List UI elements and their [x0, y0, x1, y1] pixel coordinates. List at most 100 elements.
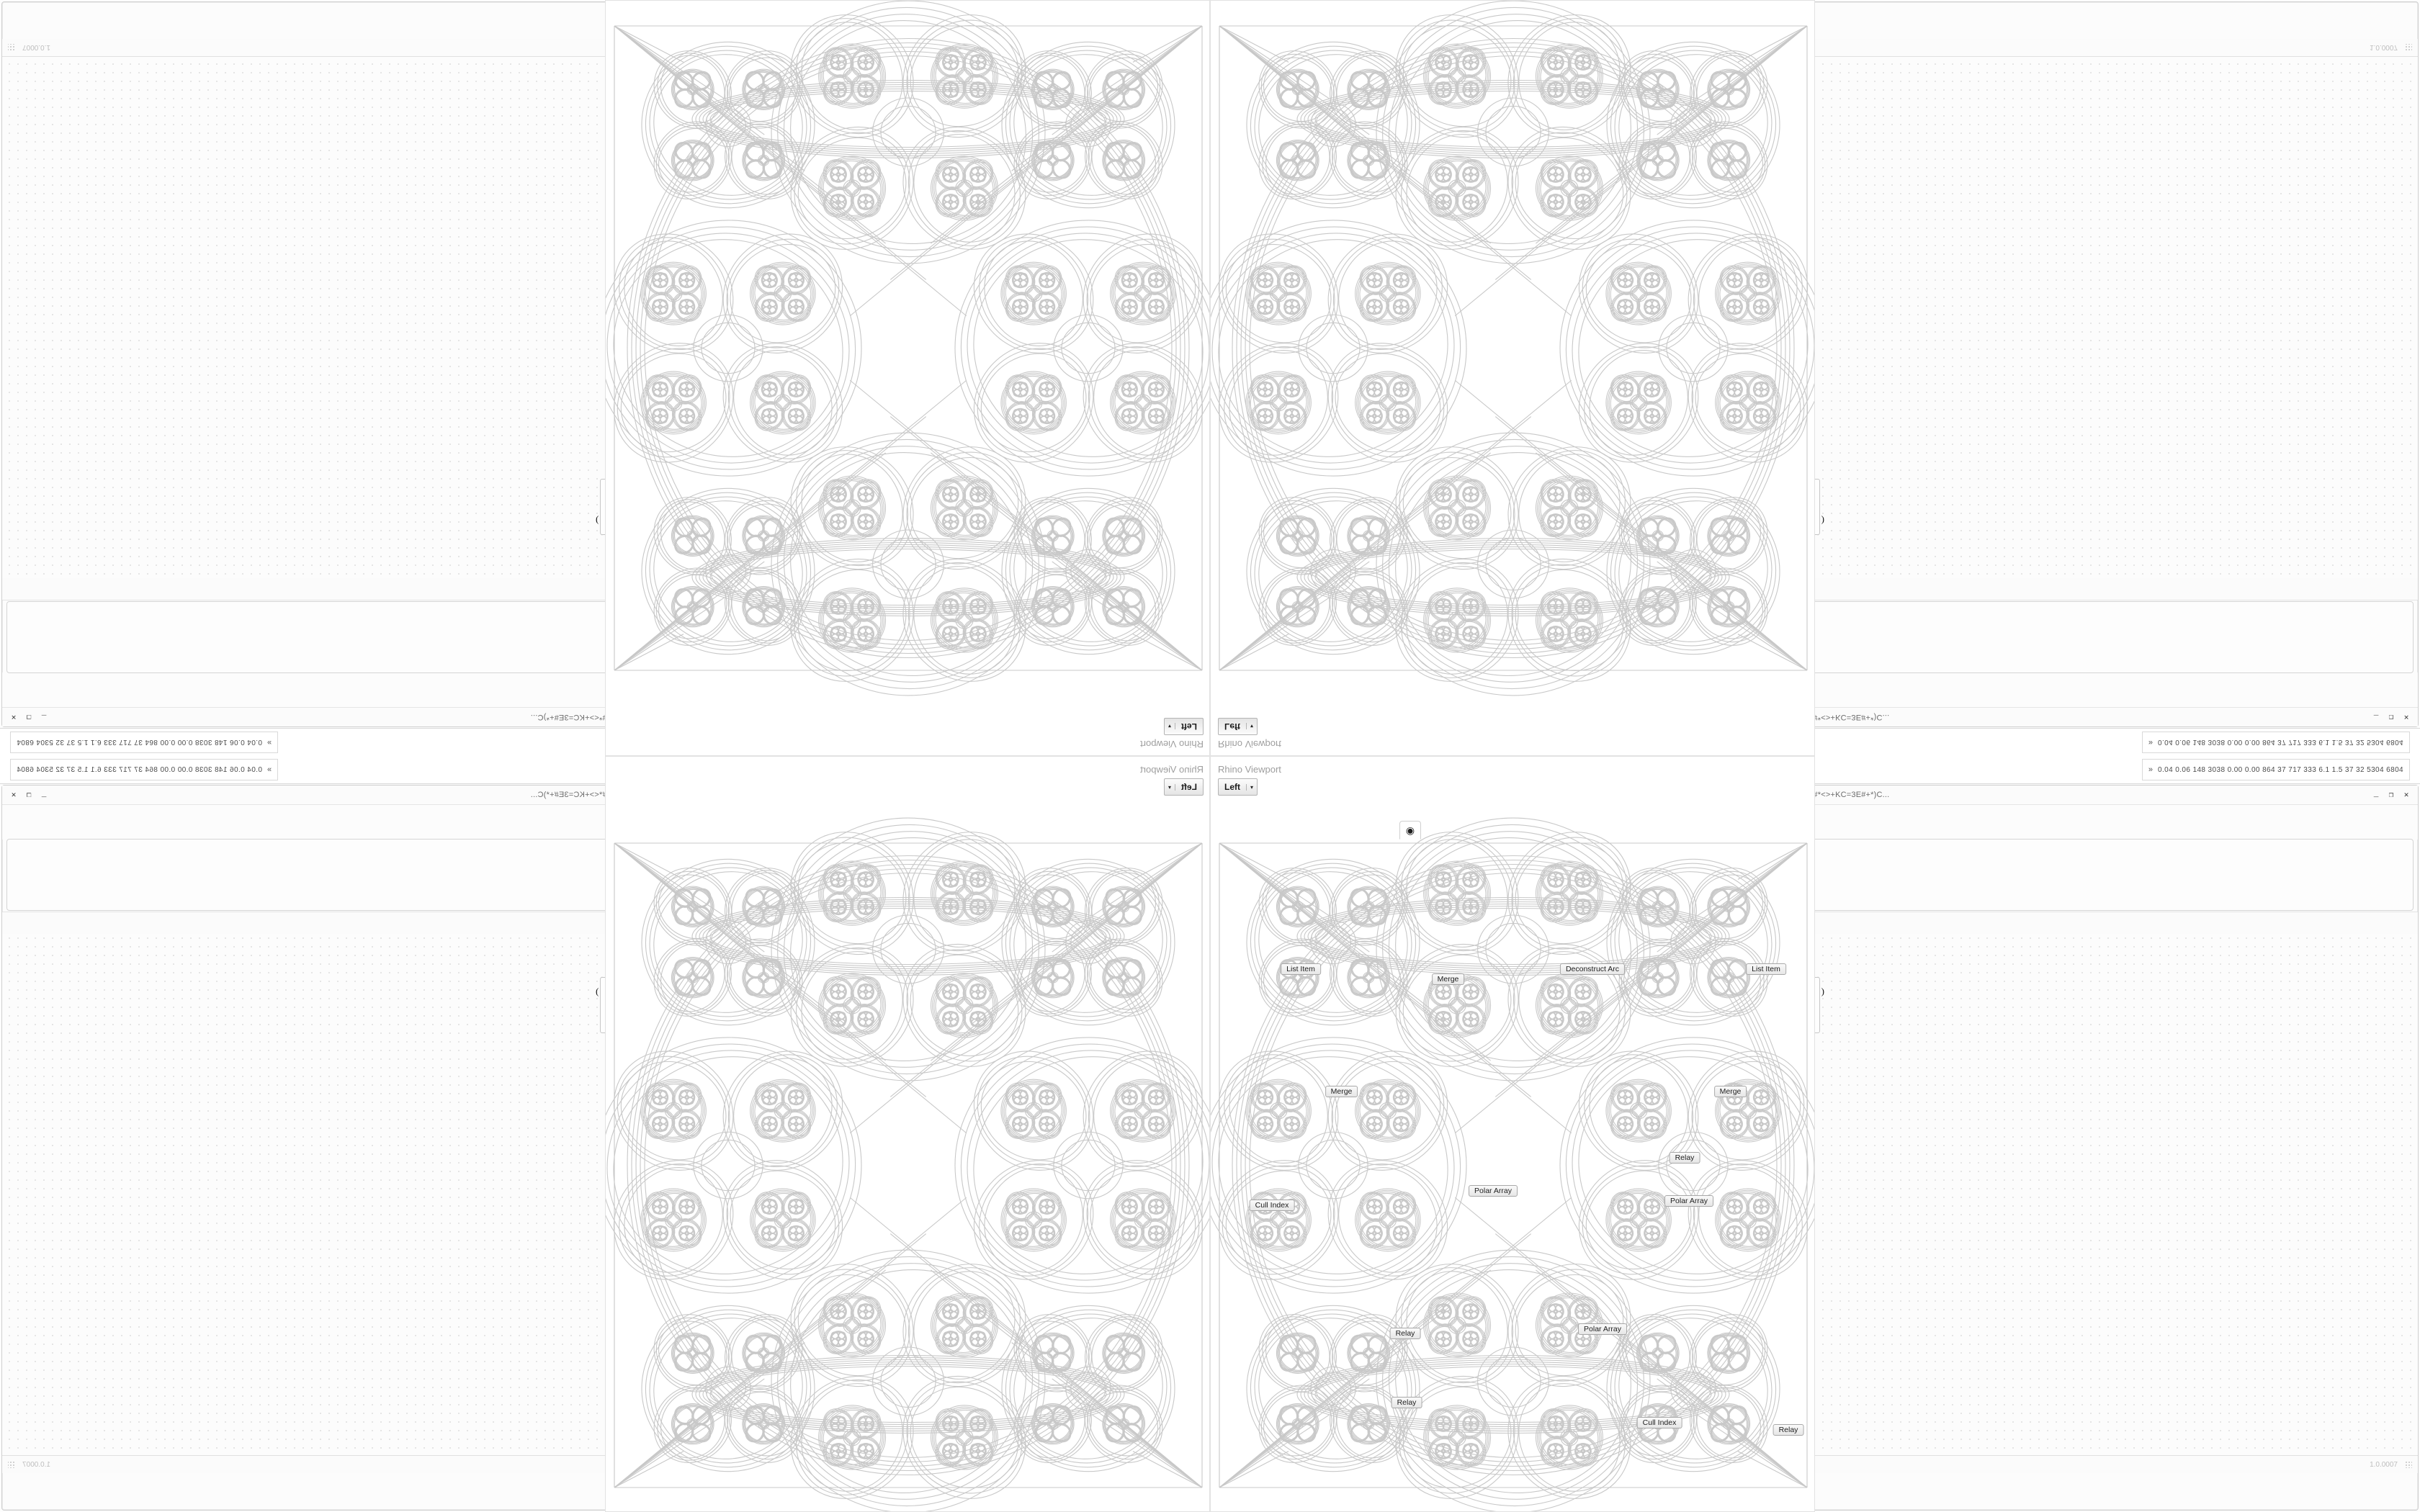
- node-body[interactable]: (Geometry Geometry)(Plane o x 0.0 y 0.0 z 1.0 z …: [1402, 1199, 1584, 1272]
- bubble-icon[interactable]: [970, 861, 987, 878]
- node-caption[interactable]: Merge: [1325, 415, 1358, 426]
- input-port[interactable]: (: [905, 120, 908, 132]
- plane-oz[interactable]: 1.0: [803, 146, 820, 158]
- input-port[interactable]: (: [1598, 287, 1602, 299]
- cylinder-icon[interactable]: [1356, 652, 1373, 668]
- dim-chain-icon[interactable]: [1299, 878, 1315, 895]
- droplet-blue-icon[interactable]: [735, 915, 750, 931]
- output-port[interactable]: ): [1384, 1107, 1387, 1119]
- input-port[interactable]: (: [1613, 62, 1616, 73]
- input-port[interactable]: (: [905, 1341, 908, 1353]
- index-value[interactable]: 0: [1273, 999, 1289, 1011]
- chevron-down-icon[interactable]: ▾: [1341, 586, 1344, 591]
- rgb-cube-icon[interactable]: [1224, 617, 1240, 634]
- angle-value[interactable]: 6.2831853072: [1577, 106, 1638, 117]
- magenta-fill-icon[interactable]: [1281, 878, 1298, 895]
- window-icon[interactable]: [1457, 915, 1473, 931]
- input-port[interactable]: (: [1191, 1236, 1195, 1247]
- heart-icon[interactable]: [953, 617, 969, 634]
- arrows-icon[interactable]: [1475, 878, 1492, 895]
- maximize-button[interactable]: ❐: [2388, 712, 2394, 721]
- chevron-down-icon[interactable]: ▾: [1421, 898, 1425, 905]
- node-caption[interactable]: Merge: [955, 527, 989, 539]
- plane-zx[interactable]: 0.0: [1556, 1367, 1573, 1379]
- ribbon-group-label[interactable]: WinForm ▾: [818, 897, 922, 906]
- ribbon-overflow-tab[interactable]: ▒: [640, 675, 649, 687]
- output-port[interactable]: ): [836, 297, 840, 309]
- asterisk-icon[interactable]: [1030, 617, 1047, 634]
- node-caption[interactable]: Merge: [1062, 1086, 1095, 1097]
- angle-value[interactable]: 6.2831853072: [1664, 234, 1724, 246]
- chart-icon[interactable]: [1567, 652, 1584, 668]
- gh-node-relay[interactable]: Relay 0ms: [993, 1328, 1031, 1371]
- input-port[interactable]: (: [1014, 258, 1018, 270]
- input-port[interactable]: (: [1242, 999, 1246, 1011]
- rgb-cube-icon[interactable]: [1180, 617, 1196, 634]
- index-value[interactable]: 0: [1649, 1453, 1665, 1455]
- plane-oz[interactable]: 1.0: [1491, 284, 1507, 296]
- hsl-icon[interactable]: [1145, 634, 1162, 651]
- ribbon-group-label[interactable]: Grap_ ▾: [1397, 606, 1428, 615]
- target-icon[interactable]: [1030, 844, 1047, 860]
- dim-linear-icon[interactable]: [1299, 652, 1315, 668]
- plane-oy[interactable]: 0.0: [1579, 146, 1595, 158]
- ribbon-group-label[interactable]: Colour ▾: [1224, 897, 1275, 906]
- chevron-down-icon[interactable]: ▾: [1157, 607, 1161, 614]
- gradient-icon[interactable]: [1241, 652, 1258, 668]
- rounded-rect-icon[interactable]: [1373, 861, 1390, 878]
- params-tab[interactable]: ⬢: [1187, 675, 1197, 687]
- tag-icon[interactable]: [1122, 634, 1139, 651]
- input-port[interactable]: (: [1296, 1107, 1299, 1119]
- input-port[interactable]: (: [1402, 278, 1406, 289]
- plane-zy[interactable]: 0.0: [825, 133, 842, 145]
- node-caption[interactable]: Deconstruct Arc: [1559, 963, 1626, 975]
- mesh-tab[interactable]: ◀: [1067, 825, 1075, 837]
- node-caption[interactable]: Relay: [998, 1397, 1029, 1408]
- menu-item-help[interactable]: Help: [1415, 809, 1432, 817]
- count-value[interactable]: 4: [1603, 120, 1620, 132]
- node-caption[interactable]: Deconstruct Arc: [794, 537, 861, 549]
- preview-eye-icon[interactable]: [1348, 915, 1363, 931]
- plane-oz[interactable]: 1.0: [913, 1216, 929, 1228]
- listview-icon[interactable]: [888, 878, 905, 895]
- node-caption[interactable]: Merge: [1431, 973, 1465, 985]
- node-caption[interactable]: Relay: [1391, 104, 1422, 115]
- gha-icon[interactable]: GHA: [965, 581, 981, 597]
- chart-icon[interactable]: [1567, 844, 1584, 860]
- scissors-icon[interactable]: [875, 915, 891, 931]
- ribbon-overflow-tab[interactable]: E: [661, 825, 669, 837]
- ribbon-overflow-tab[interactable]: E: [681, 675, 689, 687]
- window-icon[interactable]: [947, 581, 963, 597]
- grasshopper-canvas[interactable]: List Item(List i)(Index 0 ➞(Wrap 0ms Merge(D1…: [1214, 934, 2418, 1455]
- plane-zy[interactable]: 0.0: [1469, 271, 1485, 283]
- resize-grip[interactable]: [2405, 44, 2412, 51]
- shapes-icon[interactable]: [836, 878, 853, 895]
- input-port[interactable]: (: [1613, 57, 1615, 59]
- node-caption[interactable]: List Item: [634, 963, 674, 975]
- node-body[interactable]: (D1 Result)(D2 🚀(D3: [644, 1099, 735, 1156]
- zoom-extents-icon[interactable]: x: [1324, 915, 1340, 931]
- input-port[interactable]: (: [1242, 985, 1246, 996]
- plane-zz[interactable]: 0.0: [913, 1229, 929, 1241]
- magenta-fill-icon[interactable]: [1122, 617, 1139, 634]
- index-value[interactable]: 0: [1261, 1236, 1278, 1247]
- node-caption[interactable]: Cull Index: [738, 84, 784, 95]
- node-caption[interactable]: Relay: [999, 1328, 1031, 1339]
- input-port[interactable]: (: [1121, 1122, 1124, 1133]
- output-port[interactable]: ): [644, 1107, 647, 1119]
- gh-node-polar-array[interactable]: Polar Array(Geometry Geometry)(Plane o x 0.…: [727, 1323, 908, 1423]
- gh-node-merge[interactable]: Merge(D1 Result)(D2 🚀(D3 0ms: [1296, 1086, 1387, 1168]
- hsl-icon[interactable]: [1258, 634, 1275, 651]
- relay-body[interactable]: [617, 58, 645, 74]
- image-icon[interactable]: [1533, 878, 1549, 895]
- input-port[interactable]: (: [1242, 516, 1246, 527]
- node-body[interactable]: (Geometry Geometry)(Plane o x 0.0 y 0.0 z 1.0 z …: [727, 102, 908, 175]
- plane-oz[interactable]: 1.0: [1687, 1226, 1703, 1238]
- plane-zy[interactable]: 0.0: [1469, 1229, 1485, 1241]
- rgb-cube-icon[interactable]: [1180, 878, 1196, 895]
- maths-tab[interactable]: Σ: [1168, 826, 1175, 837]
